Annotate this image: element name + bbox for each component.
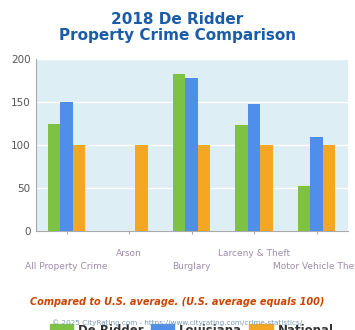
- Text: Property Crime Comparison: Property Crime Comparison: [59, 28, 296, 43]
- Bar: [198, 145, 211, 231]
- Bar: [298, 185, 310, 231]
- Text: Larceny & Theft: Larceny & Theft: [218, 249, 290, 258]
- Legend: De Ridder, Louisiana, National: De Ridder, Louisiana, National: [45, 319, 338, 330]
- Bar: [235, 125, 248, 231]
- Bar: [173, 74, 185, 231]
- Text: All Property Crime: All Property Crime: [26, 262, 108, 271]
- Text: Motor Vehicle Theft: Motor Vehicle Theft: [273, 262, 355, 271]
- Text: Compared to U.S. average. (U.S. average equals 100): Compared to U.S. average. (U.S. average …: [30, 297, 325, 307]
- Text: © 2025 CityRating.com - https://www.cityrating.com/crime-statistics/: © 2025 CityRating.com - https://www.city…: [53, 319, 302, 326]
- Bar: [185, 78, 198, 231]
- Bar: [136, 145, 148, 231]
- Bar: [323, 145, 335, 231]
- Text: Burglary: Burglary: [173, 262, 211, 271]
- Bar: [60, 102, 73, 231]
- Text: 2018 De Ridder: 2018 De Ridder: [111, 12, 244, 26]
- Text: Arson: Arson: [116, 249, 142, 258]
- Bar: [261, 145, 273, 231]
- Bar: [248, 104, 261, 231]
- Bar: [310, 138, 323, 231]
- Bar: [73, 145, 86, 231]
- Bar: [48, 124, 60, 231]
